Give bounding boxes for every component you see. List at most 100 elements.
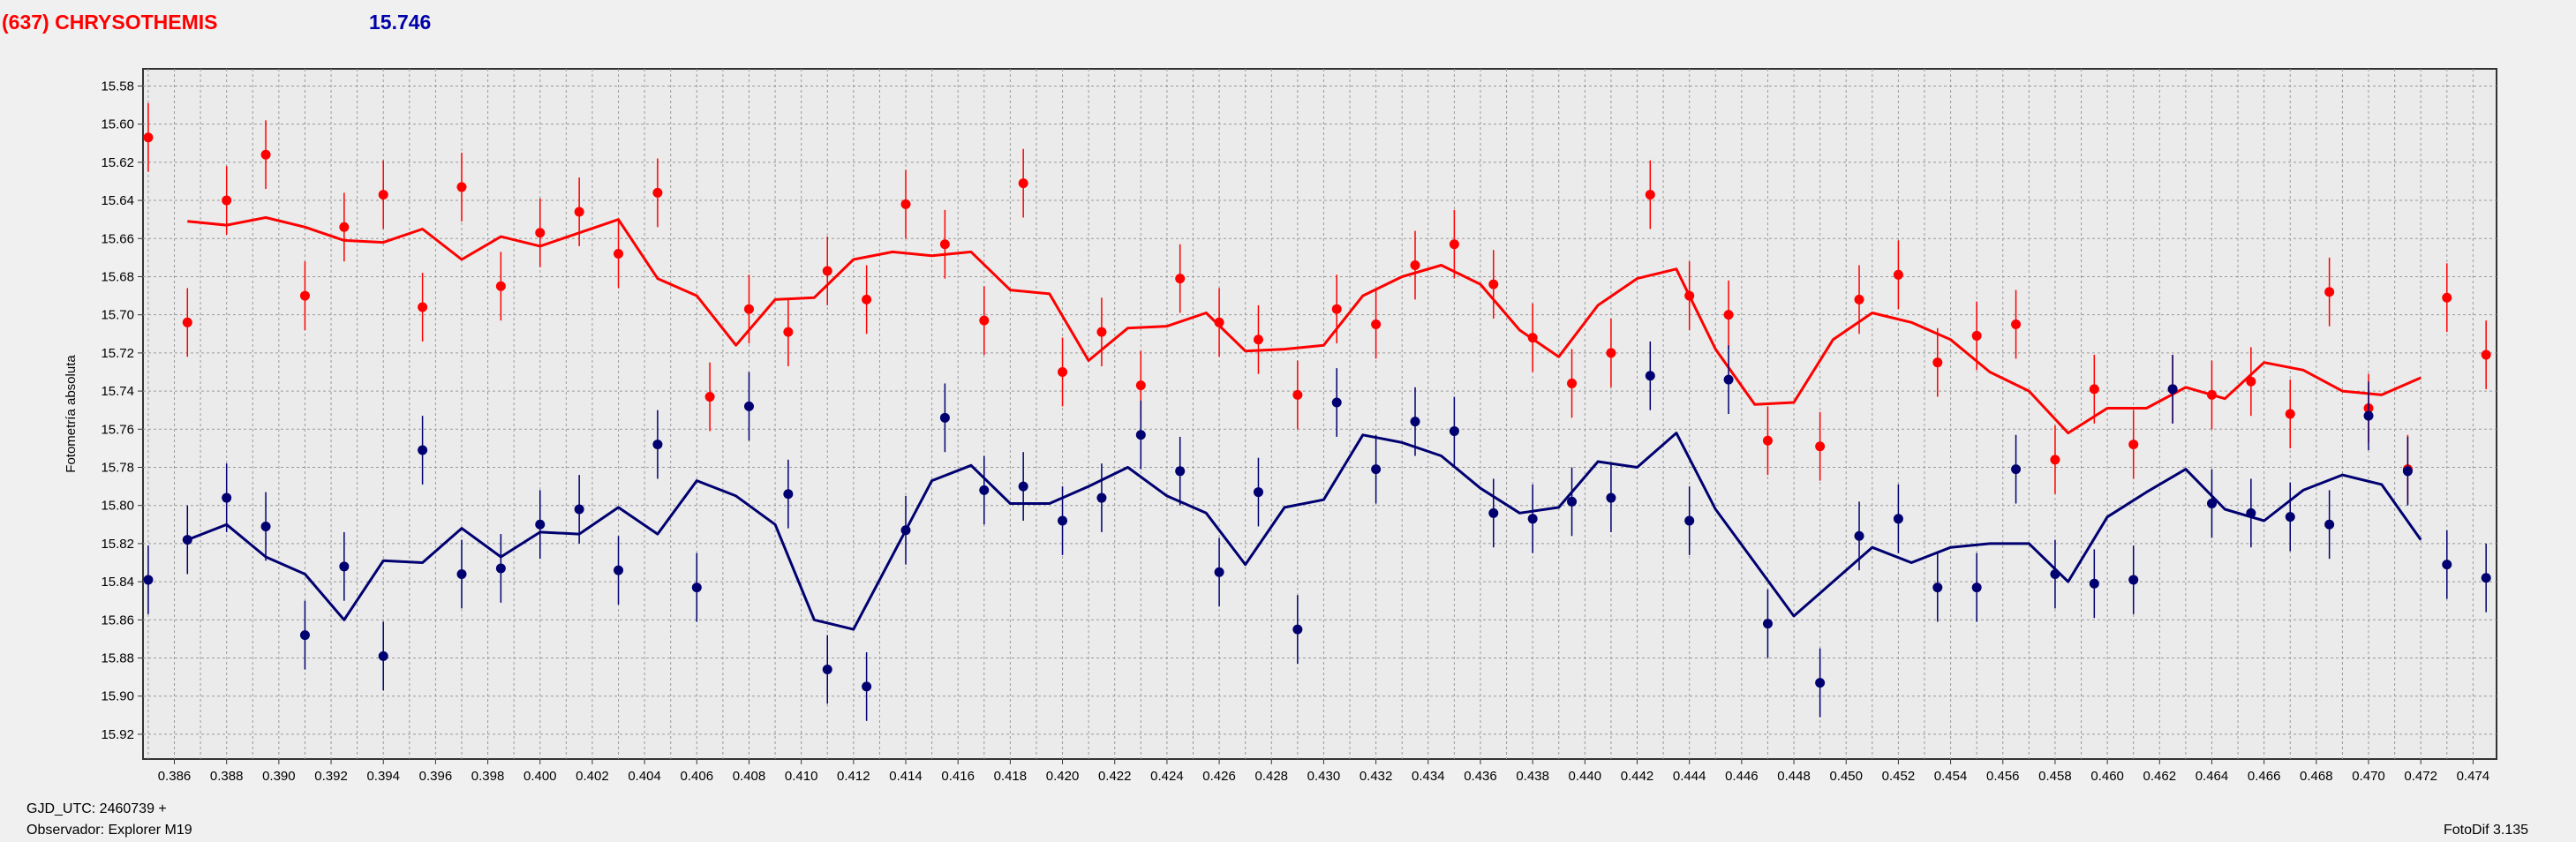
data-point <box>1762 435 1773 446</box>
data-point <box>2481 573 2491 583</box>
data-point <box>260 521 271 531</box>
observer-label: Observador: Explorer M19 <box>26 823 192 838</box>
data-point <box>2167 384 2178 395</box>
data-point <box>939 239 950 250</box>
data-point <box>574 207 584 217</box>
x-tick-label: 0.410 <box>785 769 818 784</box>
data-point <box>1527 514 1538 524</box>
data-point <box>182 317 192 327</box>
y-tick-label: 15.66 <box>101 231 134 246</box>
data-point <box>222 492 232 503</box>
data-point <box>1971 583 1982 593</box>
gjd-label: GJD_UTC: 2460739 + <box>26 801 167 816</box>
data-point <box>1371 464 1382 475</box>
x-tick-label: 0.452 <box>1882 769 1916 784</box>
data-point <box>2206 499 2217 509</box>
y-tick-label: 15.92 <box>101 727 134 742</box>
data-point <box>939 412 950 423</box>
data-point <box>1932 357 1943 368</box>
data-point <box>1645 190 1655 200</box>
data-point <box>2128 440 2139 450</box>
data-point <box>574 504 584 515</box>
data-point <box>2128 575 2139 585</box>
data-point <box>652 440 663 450</box>
data-point <box>1893 269 1903 280</box>
data-point <box>1058 515 1068 526</box>
x-tick-label: 0.466 <box>2248 769 2281 784</box>
data-point <box>652 187 663 198</box>
data-point <box>1292 389 1303 400</box>
data-point <box>691 583 702 593</box>
x-tick-label: 0.422 <box>1098 769 1132 784</box>
x-tick-label: 0.468 <box>2300 769 2333 784</box>
data-point <box>1893 514 1903 524</box>
x-tick-label: 0.406 <box>681 769 714 784</box>
data-point <box>1096 327 1107 337</box>
data-point <box>1854 530 1864 541</box>
data-point <box>979 315 990 326</box>
data-point <box>1815 678 1826 688</box>
object-name: (637) CHRYSOTHEMIS <box>2 11 218 34</box>
data-point <box>1058 366 1068 377</box>
x-tick-label: 0.474 <box>2457 769 2490 784</box>
data-point <box>783 489 794 500</box>
x-tick-label: 0.414 <box>889 769 923 784</box>
data-point <box>2089 384 2099 395</box>
data-point <box>1175 274 1186 284</box>
data-point <box>1292 624 1303 635</box>
data-point <box>1214 567 1224 577</box>
data-point <box>1371 319 1382 329</box>
x-tick-label: 0.446 <box>1725 769 1759 784</box>
data-point <box>1684 515 1695 526</box>
data-point <box>143 132 154 143</box>
data-point <box>1723 374 1734 385</box>
y-tick-label: 15.84 <box>101 575 134 590</box>
object-magnitude: 15.746 <box>369 11 432 34</box>
x-tick-label: 0.472 <box>2404 769 2437 784</box>
x-axis: 0.386 0.388 0.390 0.392 0.394 0.396 0.398 0.400… <box>158 759 2489 784</box>
data-point <box>1567 378 1578 388</box>
data-point <box>1253 487 1263 498</box>
x-tick-label: 0.442 <box>1621 769 1654 784</box>
data-point <box>299 290 310 301</box>
y-tick-label: 15.76 <box>101 422 134 437</box>
data-point <box>339 222 350 232</box>
data-point <box>2285 512 2295 522</box>
data-point <box>704 392 715 402</box>
data-point <box>222 195 232 206</box>
data-point <box>339 561 350 572</box>
data-point <box>614 249 624 259</box>
data-point <box>1815 441 1826 452</box>
data-point <box>260 149 271 160</box>
data-point <box>2402 466 2413 477</box>
x-tick-label: 0.396 <box>419 769 453 784</box>
data-point <box>1410 260 1420 271</box>
data-point <box>1971 330 1982 341</box>
data-point <box>418 445 428 455</box>
x-tick-label: 0.390 <box>262 769 296 784</box>
x-tick-label: 0.404 <box>628 769 661 784</box>
data-point <box>743 304 754 314</box>
x-tick-label: 0.412 <box>837 769 870 784</box>
data-point <box>1331 304 1342 314</box>
data-point <box>2324 287 2335 297</box>
data-point <box>418 302 428 312</box>
data-point <box>495 563 506 574</box>
x-tick-label: 0.440 <box>1569 769 1602 784</box>
y-tick-label: 15.64 <box>101 193 134 208</box>
x-tick-label: 0.460 <box>2090 769 2124 784</box>
y-tick-label: 15.82 <box>101 537 134 552</box>
y-axis-label: Fotometría absoluta <box>64 355 79 473</box>
data-point <box>1854 294 1864 304</box>
x-tick-label: 0.398 <box>471 769 505 784</box>
data-point <box>822 266 832 276</box>
data-point <box>2285 409 2295 419</box>
x-tick-label: 0.392 <box>314 769 348 784</box>
data-point <box>456 182 467 192</box>
data-point <box>1018 481 1028 492</box>
x-tick-label: 0.424 <box>1150 769 1184 784</box>
data-point <box>378 190 388 200</box>
data-point <box>1135 430 1146 440</box>
x-tick-label: 0.420 <box>1046 769 1080 784</box>
data-point <box>1932 583 1943 593</box>
